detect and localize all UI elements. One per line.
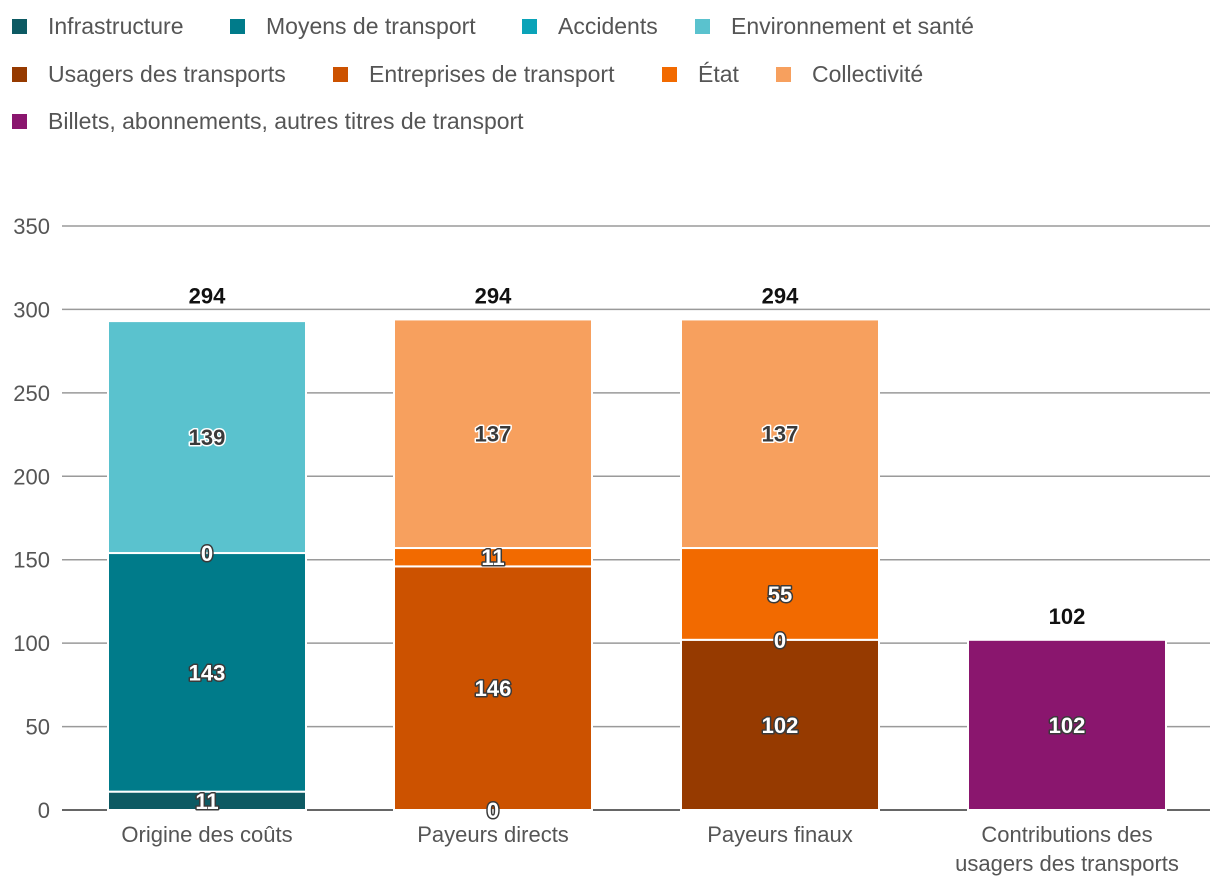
data-label-etat: 55 [768,582,792,607]
data-labels: 11 143 0 139 294 0 146 11 137 294 102 0 55 137 294 102 1… [187,283,1087,824]
x-category-label: Payeurs finaux [707,822,853,847]
legend-item-accidents[interactable]: Accidents [522,13,658,39]
y-tick-label: 350 [13,214,50,239]
x-axis: Origine des coûts Payeurs directs Payeurs … [121,822,1178,876]
legend-swatch [662,67,677,82]
data-label-entreprises-de-transport: 0 [774,628,786,653]
data-label-collectivite: 137 [762,422,799,447]
legend-item-entreprises-de-transport[interactable]: Entreprises de transport [333,61,615,87]
legend-label: Usagers des transports [48,61,286,87]
legend-label: Entreprises de transport [369,61,615,87]
bar-stack-contributions-des-usagers-des-transports [967,638,1167,812]
data-label-usagers-des-transports: 0 [487,798,499,823]
legend-swatch [776,67,791,82]
data-label-infrastructure: 11 [195,789,218,814]
data-label-environnement-et-sante: 139 [189,425,226,450]
legend-label: Billets, abonnements, autres titres de t… [48,108,524,134]
legend-item-collectivite[interactable]: Collectivité [776,61,923,87]
bar-segment-collectivite [393,318,593,550]
bar-segment-billets-abonnements-autres-titres-de-transport [967,638,1167,812]
data-label-accidents: 0 [201,541,213,566]
bar-segment-moyens-de-transport [107,552,307,793]
bar-segment-entreprises-de-transport [393,565,593,811]
data-label-etat: 11 [481,545,504,570]
y-tick-label: 100 [13,631,50,656]
legend-swatch [230,19,245,34]
data-label-collectivite: 137 [475,422,512,447]
legend-swatch [12,114,27,129]
legend-label: Environnement et santé [731,13,974,39]
bar-stack-payeurs-finaux [680,318,880,812]
data-label-entreprises-de-transport: 146 [475,676,512,701]
y-tick-label: 250 [13,381,50,406]
x-category-label: Payeurs directs [417,822,569,847]
y-axis: 0 50 100 150 200 250 300 350 [13,214,50,823]
y-tick-label: 0 [38,798,50,823]
bar-stack-origine-des-couts [107,320,307,811]
legend-label: Collectivité [812,61,923,87]
total-label: 294 [475,283,512,308]
legend-label: Moyens de transport [266,13,476,39]
x-category-label: Contributions des usagers des transports [955,822,1179,876]
y-tick-label: 150 [13,548,50,573]
bar-segment-collectivite [680,318,880,550]
legend-label: État [698,61,740,87]
y-tick-label: 50 [26,715,50,740]
bar-segment-usagers-des-transports [680,638,880,812]
bars [107,318,1167,812]
legend: Infrastructure Moyens de transport Acciden… [12,13,974,134]
legend-item-etat[interactable]: État [662,61,740,87]
total-label: 294 [762,283,799,308]
legend-item-infrastructure[interactable]: Infrastructure [12,13,184,39]
bar-segment-etat [680,547,880,641]
bar-segment-environnement-et-sante [107,320,307,555]
data-label-usagers-des-transports: 102 [762,713,799,738]
legend-swatch [695,19,710,34]
legend-item-usagers-des-transports[interactable]: Usagers des transports [12,61,286,87]
legend-swatch [12,19,27,34]
legend-label: Infrastructure [48,13,184,39]
bar-stack-payeurs-directs [393,318,593,811]
data-label-moyens-de-transport: 143 [189,660,226,685]
total-label: 102 [1049,604,1086,629]
x-category-label: Origine des coûts [121,822,292,847]
total-label: 294 [189,283,226,308]
legend-label: Accidents [558,13,658,39]
legend-swatch [522,19,537,34]
legend-item-environnement-et-sante[interactable]: Environnement et santé [695,13,974,39]
legend-item-billets-abonnements-autres-titres-de-transport[interactable]: Billets, abonnements, autres titres de t… [12,108,524,134]
legend-item-moyens-de-transport[interactable]: Moyens de transport [230,13,476,39]
legend-swatch [12,67,27,82]
y-tick-label: 300 [13,297,50,322]
y-tick-label: 200 [13,464,50,489]
legend-swatch [333,67,348,82]
data-label-billets-abonnements-autres-titres-de-transport: 102 [1049,713,1086,738]
